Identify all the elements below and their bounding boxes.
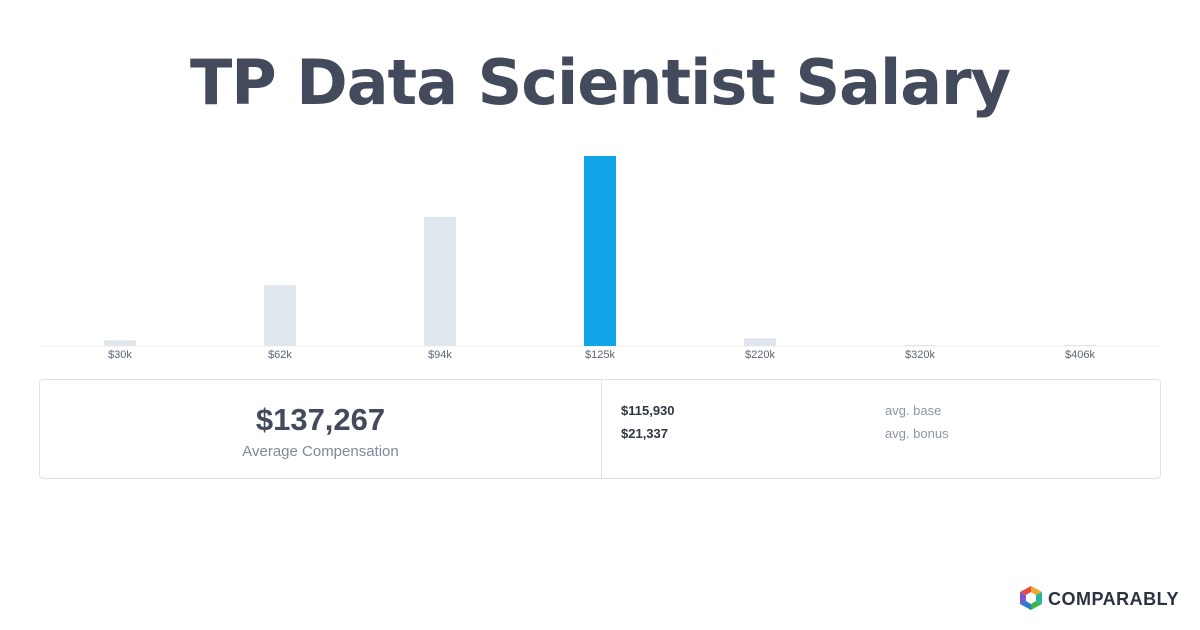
bar-30k[interactable]: [104, 340, 136, 346]
bar-220k[interactable]: [744, 338, 776, 346]
x-tick-label: $30k: [108, 349, 132, 361]
x-tick-label: $94k: [428, 349, 452, 361]
x-tick-label: $406k: [1065, 349, 1095, 361]
bar-62k[interactable]: [264, 285, 296, 346]
avg-base-amount: $115,930: [621, 403, 675, 418]
average-compensation-card: $137,267 Average Compensation: [39, 379, 602, 479]
x-tick-label: $320k: [905, 349, 935, 361]
comparably-logo[interactable]: COMPARABLY: [1018, 585, 1188, 613]
brand-name: COMPARABLY: [1048, 589, 1180, 609]
page-title: TP Data Scientist Salary: [189, 46, 1011, 119]
breakdown-row: $115,930 avg. base: [621, 403, 1141, 423]
avg-bonus-amount: $21,337: [621, 426, 668, 441]
bar-125k[interactable]: [584, 156, 616, 346]
average-compensation-label: Average Compensation: [242, 443, 399, 460]
compensation-breakdown-card: $115,930 avg. base $21,337 avg. bonus: [601, 379, 1161, 479]
salary-distribution-chart: $30k $62k $94k $125k $220k $320k $406k: [40, 156, 1160, 361]
x-tick-label: $125k: [585, 349, 615, 361]
comparably-logo-icon: [1020, 586, 1042, 610]
avg-bonus-label: avg. bonus: [885, 426, 949, 441]
average-compensation-value: $137,267: [255, 402, 386, 437]
x-tick-label: $220k: [745, 349, 775, 361]
bar-320k[interactable]: [904, 345, 936, 346]
bar-94k[interactable]: [424, 216, 456, 346]
breakdown-row: $21,337 avg. bonus: [621, 426, 1141, 446]
avg-base-label: avg. base: [885, 403, 942, 418]
x-tick-label: $62k: [268, 349, 292, 361]
bar-406k[interactable]: [1064, 345, 1096, 346]
